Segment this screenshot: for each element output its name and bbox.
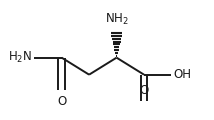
- Text: NH$_2$: NH$_2$: [105, 12, 128, 27]
- Text: O: O: [57, 95, 66, 108]
- Text: H$_2$N: H$_2$N: [8, 50, 32, 65]
- Text: O: O: [139, 84, 149, 97]
- Text: OH: OH: [174, 68, 192, 81]
